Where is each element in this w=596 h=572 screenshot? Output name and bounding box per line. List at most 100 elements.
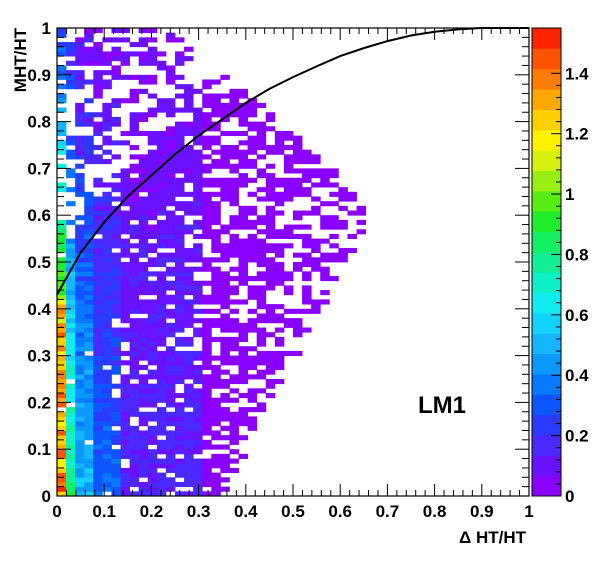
heatmap-cell [184, 318, 194, 324]
heatmap-cell [165, 112, 176, 118]
heatmap-cell [129, 145, 140, 151]
x-tick-label: 0.6 [328, 502, 352, 521]
heatmap-cell [175, 299, 185, 305]
heatmap-cell [138, 51, 149, 57]
heatmap-cell [66, 285, 76, 291]
heatmap-cell [102, 341, 112, 347]
heatmap-cell [165, 449, 176, 455]
heatmap-cell [220, 229, 230, 235]
heatmap-cell [102, 121, 112, 127]
heatmap-cell [147, 467, 158, 473]
heatmap-cell [247, 163, 258, 169]
heatmap-cell [120, 360, 131, 366]
heatmap-cell [156, 219, 167, 225]
heatmap-cell [147, 350, 158, 356]
heatmap-cell [75, 116, 85, 122]
heatmap-cell [93, 360, 103, 366]
heatmap-cell [184, 56, 194, 62]
heatmap-cell [75, 322, 85, 328]
heatmap-cell [156, 341, 167, 347]
heatmap-cell [111, 219, 121, 225]
heatmap-cell [165, 397, 176, 403]
heatmap-cell [75, 163, 85, 169]
heatmap-cell [165, 444, 176, 450]
heatmap-cell [138, 262, 149, 268]
heatmap-cell [193, 439, 203, 445]
heatmap-cell [66, 271, 76, 277]
x-axis: 0 0.1 0.2 0.3 0.4 0.5 0.6 0.7 0.8 0.9 1 [52, 28, 534, 521]
heatmap-cell [202, 177, 212, 183]
heatmap-cell [274, 360, 285, 366]
heatmap-cell [202, 322, 212, 328]
heatmap-cell [111, 332, 121, 338]
heatmap-cell [93, 266, 103, 272]
heatmap-cell [120, 276, 131, 282]
heatmap-cell [75, 191, 85, 197]
heatmap-cell [84, 191, 94, 197]
heatmap-cell [111, 313, 121, 319]
heatmap-cell [220, 407, 230, 413]
heatmap-cell [84, 243, 94, 249]
heatmap-cell [247, 252, 258, 258]
heatmap-cell [311, 159, 321, 165]
heatmap-cell [256, 360, 267, 366]
heatmap-cell [256, 173, 267, 179]
heatmap-cell [311, 210, 321, 216]
heatmap-cell [147, 463, 158, 469]
heatmap-cell [93, 318, 103, 324]
heatmap-cell [193, 350, 203, 356]
heatmap-cell [175, 219, 185, 225]
heatmap-cell [102, 60, 112, 66]
heatmap-cell [320, 215, 330, 221]
heatmap-cell [102, 290, 112, 296]
heatmap-cell [156, 332, 167, 338]
heatmap-cell [211, 379, 221, 385]
heatmap-cell [66, 51, 76, 57]
heatmap-cell [329, 219, 339, 225]
heatmap-cell [93, 145, 103, 151]
heatmap-cell [175, 229, 185, 235]
heatmap-cell [147, 360, 158, 366]
heatmap-cell [220, 425, 230, 431]
heatmap-cell [238, 332, 249, 338]
heatmap-cell [202, 346, 212, 352]
heatmap-cell [220, 159, 230, 165]
heatmap-cell [165, 463, 176, 469]
heatmap-cell [193, 112, 203, 118]
heatmap-cell [184, 388, 194, 394]
heatmap-cell [57, 98, 67, 104]
heatmap-cell [202, 332, 212, 338]
heatmap-cell [147, 290, 158, 296]
heatmap-cell [138, 421, 149, 427]
heatmap-cell [66, 364, 76, 371]
heatmap-cell [211, 463, 221, 469]
heatmap-cell [75, 46, 85, 52]
heatmap-cell [256, 135, 267, 141]
colorbar-tick-label: 0.4 [565, 366, 589, 385]
heatmap-cell [102, 369, 112, 375]
heatmap-cell [120, 374, 131, 380]
heatmap-cell [102, 276, 112, 282]
heatmap-cell [238, 154, 249, 160]
heatmap-cell [147, 472, 158, 478]
heatmap-cell [75, 411, 85, 417]
heatmap-cell [229, 88, 239, 94]
heatmap-cell [84, 346, 94, 352]
heatmap-cell [293, 233, 303, 239]
heatmap-cell [57, 477, 67, 483]
heatmap-cell [329, 257, 339, 263]
heatmap-cell [129, 397, 140, 403]
heatmap-cell [93, 486, 103, 492]
heatmap-cell [229, 379, 239, 385]
heatmap-cell [256, 247, 267, 254]
heatmap-cell [302, 271, 312, 277]
heatmap-cell [283, 229, 294, 235]
heatmap-cell [84, 210, 94, 216]
heatmap-cell [229, 341, 239, 347]
heatmap-cell [184, 453, 194, 459]
heatmap-cell [202, 84, 212, 90]
heatmap-cell [120, 56, 131, 62]
heatmap-cell [220, 112, 230, 118]
heatmap-cell [283, 233, 294, 239]
heatmap-cell [57, 84, 67, 90]
